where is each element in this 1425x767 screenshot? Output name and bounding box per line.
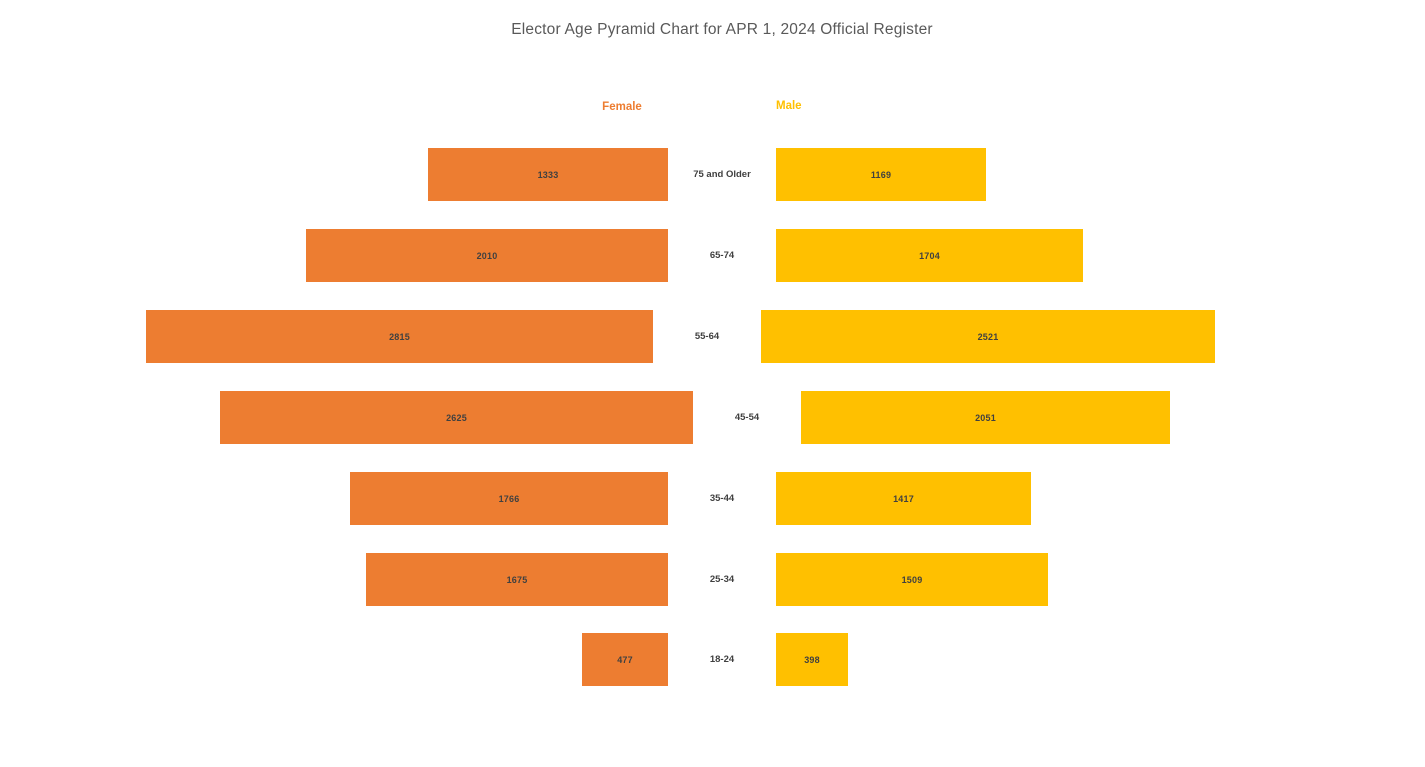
male-bar: 1417 — [776, 472, 1031, 525]
female-bar-value-label: 1675 — [506, 574, 528, 585]
legend-female-label: Female — [602, 101, 642, 113]
female-bar-value-label: 2010 — [476, 250, 498, 261]
male-bar-value-label: 398 — [804, 654, 820, 665]
female-bar-value-label: 2815 — [389, 331, 410, 342]
male-bar-value-label: 1509 — [901, 574, 923, 585]
female-bar: 1333 — [428, 148, 668, 201]
legend-male-label: Male — [776, 100, 802, 112]
male-bar: 1509 — [776, 553, 1048, 606]
male-bar: 2521 — [761, 310, 1215, 363]
male-bar: 2051 — [801, 391, 1170, 444]
female-bar-value-label: 1766 — [498, 493, 520, 504]
female-bar: 477 — [582, 633, 668, 686]
female-bar: 2815 — [146, 310, 653, 363]
male-bar-value-label: 1417 — [893, 493, 914, 504]
age-group-label: 35-44 — [709, 493, 735, 504]
age-group-label: 25-34 — [709, 574, 735, 585]
male-bar-value-label: 2521 — [977, 331, 999, 342]
male-bar-value-label: 2051 — [975, 412, 996, 423]
female-bar: 1675 — [366, 553, 668, 606]
male-bar-value-label: 1169 — [870, 169, 892, 180]
female-bar-value-label: 477 — [617, 654, 633, 665]
male-bar: 398 — [776, 633, 848, 686]
female-bar-value-label: 1333 — [537, 169, 559, 180]
age-group-label: 65-74 — [709, 250, 735, 261]
age-group-label: 75 and Older — [693, 169, 751, 180]
male-bar: 1169 — [776, 148, 986, 201]
female-bar: 1766 — [350, 472, 668, 525]
age-group-label: 18-24 — [709, 654, 735, 665]
male-bar: 1704 — [776, 229, 1083, 282]
age-group-label: 55-64 — [694, 331, 720, 342]
age-group-label: 45-54 — [734, 412, 760, 423]
female-bar: 2010 — [306, 229, 668, 282]
female-bar-value-label: 2625 — [446, 412, 467, 423]
chart-title: Elector Age Pyramid Chart for APR 1, 202… — [511, 21, 933, 38]
male-bar-value-label: 1704 — [919, 250, 940, 261]
female-bar: 2625 — [220, 391, 693, 444]
